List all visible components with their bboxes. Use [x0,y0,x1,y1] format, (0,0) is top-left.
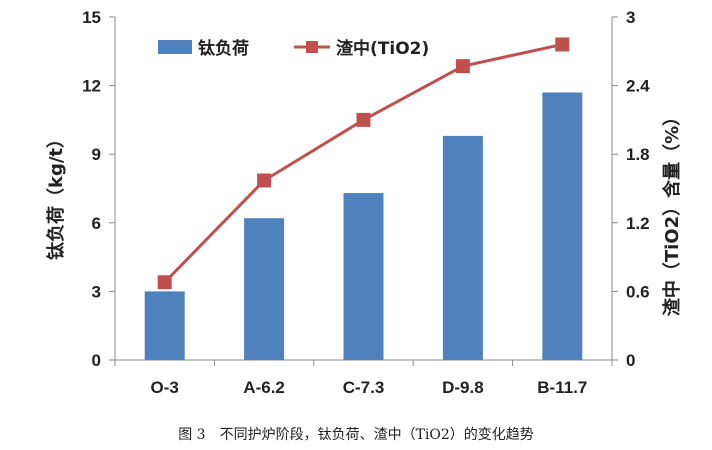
x-tick-label: B-11.7 [537,378,587,397]
combo-chart: 0 3 6 9 12 15 0 0.6 1.2 1.8 2.4 3 O-3 A-6.2 C-7.3 D-9.8… [45,8,683,397]
y2-tick-label: 1.8 [626,145,650,164]
y-tick-label: 12 [82,77,101,96]
tio2-point [157,275,172,290]
y-tick-label: 6 [92,214,101,233]
bar [442,135,483,360]
y-axis-title: 钛负荷（kg/t） [45,130,67,260]
bar [542,92,583,361]
bar [343,193,384,360]
x-tick-label: A-6.2 [243,378,285,397]
y2-tick-label: 2.4 [626,77,650,96]
tio2-point [257,173,272,188]
x-tick-label: D-9.8 [442,378,484,397]
legend-bar-label: 钛负荷 [198,38,249,59]
tio2-point [455,59,470,74]
x-tick-label: O-3 [151,378,179,397]
y2-tick-label: 3 [626,8,635,27]
bar [144,291,185,360]
legend: 钛负荷 渣中(TiO2) [158,38,429,59]
y-tick-label: 3 [92,282,101,301]
tio2-point [555,37,570,52]
x-tick-label: C-7.3 [343,378,385,397]
tio2-point [356,112,371,127]
y-tick-label: 0 [92,351,101,370]
bar [244,218,285,360]
y2-axis-title: 渣中（TiO2）含量（%） [661,108,683,316]
legend-line-label: 渣中(TiO2) [336,38,429,59]
y2-tick-label: 1.2 [626,214,650,233]
legend-bar-swatch [158,40,192,54]
legend-line-marker [306,41,318,53]
figure-caption: 图 3 不同护炉阶段，钛负荷、渣中（TiO2）的变化趋势 [178,427,534,443]
y2-tick-label: 0.6 [626,282,650,301]
y-tick-label: 9 [92,145,101,164]
y-tick-label: 15 [82,8,101,27]
y2-tick-label: 0 [626,351,635,370]
